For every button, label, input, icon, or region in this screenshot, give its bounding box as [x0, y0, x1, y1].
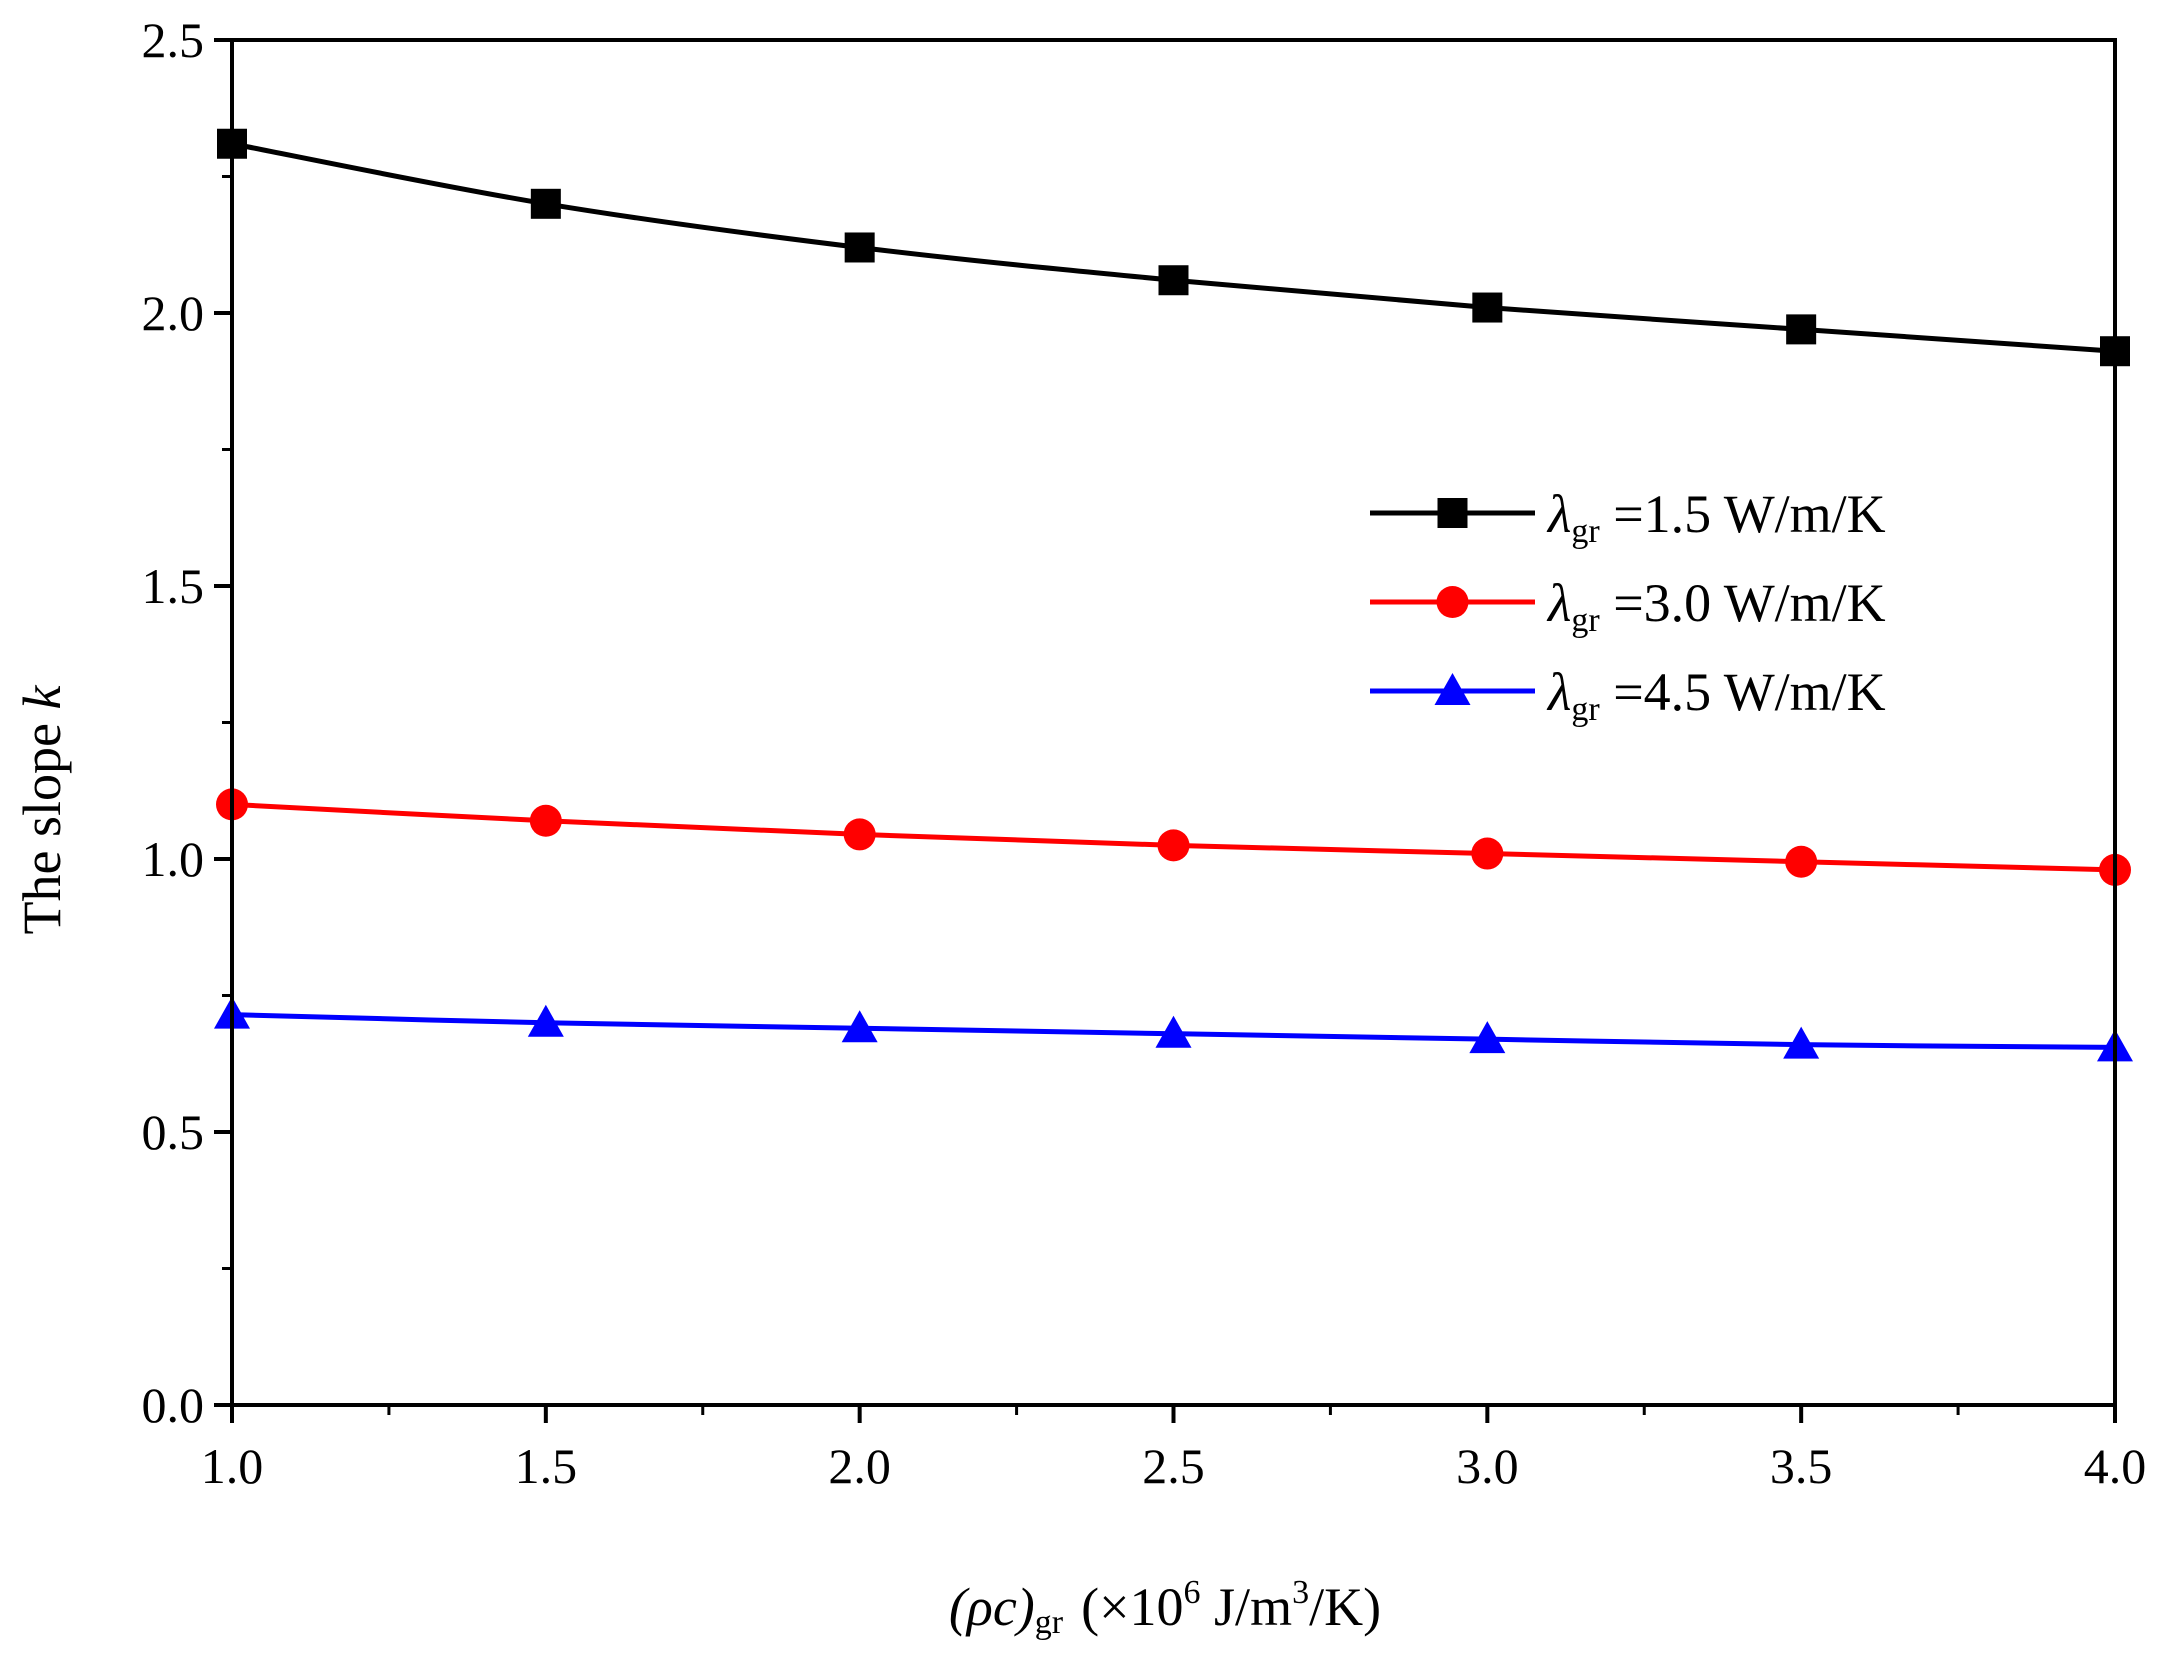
data-point: [1157, 829, 1190, 862]
legend-symbol: λ: [1546, 573, 1571, 633]
legend-subscript: gr: [1571, 602, 1600, 639]
data-point: [843, 818, 876, 851]
series-1: [217, 128, 2130, 367]
data-point: [1471, 837, 1504, 870]
x-axis-title-units-pre: (×10: [1081, 1577, 1183, 1637]
legend-label: λgr =4.5 W/m/K: [1546, 662, 1886, 728]
legend-item-3: λgr =4.5 W/m/K: [1370, 662, 1886, 728]
x-tick-label: 3.5: [1770, 1438, 1833, 1494]
data-point: [1158, 265, 1189, 296]
x-tick-label: 1.0: [201, 1438, 264, 1494]
y-tick-label: 1.0: [142, 831, 205, 887]
legend-label: λgr =1.5 W/m/K: [1546, 484, 1886, 550]
x-axis-title: (ρc)gr (×106 J/m3/K): [949, 1574, 1381, 1641]
axes: 1.0 1.5 2.0 2.5 3.0 3.5 4.0 0.0 0.5 1.0 1.5 2.0 2.5: [142, 12, 2147, 1494]
x-axis-title-open: (: [949, 1577, 970, 1637]
data-point: [1783, 1026, 1820, 1059]
legend-value: =4.5 W/m/K: [1600, 662, 1886, 722]
x-axis-title-exp2: 3: [1292, 1574, 1309, 1611]
data-point: [1786, 314, 1817, 345]
x-axis-title-sub: gr: [1035, 1604, 1064, 1641]
data-point: [529, 804, 562, 837]
data-point: [1469, 1021, 1506, 1054]
data-point: [1472, 292, 1503, 323]
y-tick-label: 2.0: [142, 285, 205, 341]
y-tick-label: 0.0: [142, 1377, 205, 1433]
legend-item-2: λgr =3.0 W/m/K: [1370, 573, 1886, 639]
series-3: [214, 996, 2133, 1062]
legend-subscript: gr: [1571, 513, 1600, 550]
legend-value: =1.5 W/m/K: [1600, 484, 1886, 544]
legend-subscript: gr: [1571, 691, 1600, 728]
legend-item-1: λgr =1.5 W/m/K: [1370, 484, 1886, 550]
y-axis-title: The slope k: [12, 685, 72, 935]
y-tick-label: 0.5: [142, 1104, 205, 1160]
data-point: [844, 232, 875, 263]
data-point: [530, 188, 561, 219]
legend-symbol: λ: [1546, 662, 1571, 722]
x-tick-label: 2.5: [1142, 1438, 1205, 1494]
legend-marker: [1437, 498, 1468, 528]
data-point: [1155, 1015, 1192, 1048]
x-tick-label: 3.0: [1456, 1438, 1519, 1494]
legend-value: =3.0 W/m/K: [1600, 573, 1886, 633]
legend-marker: [1434, 673, 1471, 705]
y-axis-title-text: The slope: [12, 710, 72, 935]
data-point: [1785, 845, 1818, 878]
legend-label: λgr =3.0 W/m/K: [1546, 573, 1886, 639]
y-tick-label: 1.5: [142, 558, 205, 614]
x-axis-title-units-mid: J/m: [1201, 1577, 1293, 1637]
x-axis-title-exp: 6: [1184, 1574, 1201, 1611]
x-tick-label: 1.5: [515, 1438, 578, 1494]
series-layer: [214, 128, 2133, 1062]
data-point: [527, 1004, 564, 1037]
x-tick-label: 2.0: [828, 1438, 891, 1494]
legend-marker: [1436, 586, 1469, 618]
x-axis-title-close: ): [1014, 1577, 1035, 1637]
x-tick-label: 4.0: [2084, 1438, 2147, 1494]
legend-symbol: λ: [1546, 484, 1571, 544]
y-axis-title-var: k: [12, 685, 72, 710]
x-axis-title-units-post: /K): [1309, 1577, 1381, 1637]
x-axis-title-rhoc: ρc: [965, 1577, 1017, 1637]
y-tick-label: 2.5: [142, 12, 205, 68]
data-point: [841, 1010, 878, 1043]
